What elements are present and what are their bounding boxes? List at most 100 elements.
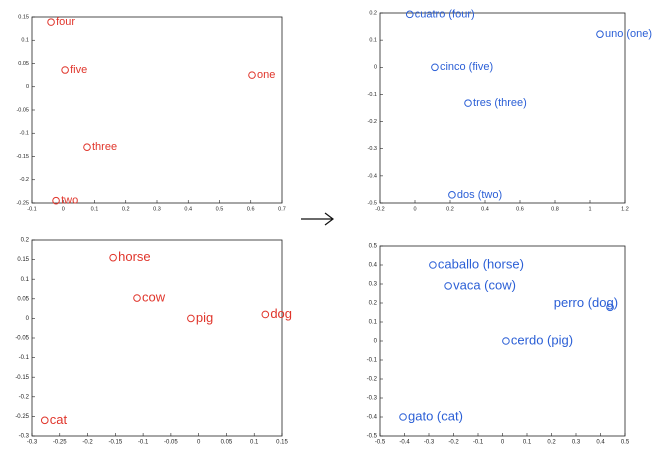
point-label: one bbox=[257, 69, 275, 81]
x-tick-label: -0.2 bbox=[448, 440, 459, 446]
point-label: dog bbox=[270, 306, 292, 321]
y-tick-label: -0.1 bbox=[19, 355, 30, 361]
y-tick-label: 0 bbox=[374, 339, 378, 345]
x-tick-label: -0.2 bbox=[82, 440, 93, 446]
x-tick-label: -0.1 bbox=[473, 440, 484, 446]
point-label: four bbox=[56, 16, 75, 28]
point bbox=[405, 10, 414, 19]
point bbox=[61, 66, 69, 74]
x-tick-label: -0.2 bbox=[375, 206, 384, 212]
point bbox=[502, 337, 510, 345]
point-label: horse bbox=[118, 249, 151, 264]
point bbox=[429, 261, 437, 269]
x-tick-label: 1 bbox=[588, 206, 591, 212]
x-tick-label: 0.5 bbox=[621, 440, 630, 446]
y-tick-label: -0.1 bbox=[367, 358, 378, 364]
y-tick-label: 0.2 bbox=[369, 10, 377, 16]
point-label: tres (three) bbox=[473, 97, 527, 109]
point-label: three bbox=[92, 141, 117, 153]
y-tick-label: 0.1 bbox=[21, 38, 29, 44]
y-tick-label: -0.2 bbox=[20, 177, 29, 183]
point-label: uno (one) bbox=[605, 28, 652, 40]
y-tick-label: -0.2 bbox=[19, 394, 30, 400]
x-tick-label: 0.8 bbox=[551, 206, 559, 212]
point bbox=[448, 191, 456, 199]
y-tick-label: 0 bbox=[374, 65, 377, 71]
x-tick-label: -0.15 bbox=[108, 440, 122, 446]
x-tick-label: 0.1 bbox=[523, 440, 532, 446]
y-tick-label: 0.2 bbox=[21, 238, 30, 244]
y-tick-label: 0.3 bbox=[369, 282, 378, 288]
y-tick-label: 0.1 bbox=[369, 38, 377, 44]
point-label: vaca (cow) bbox=[453, 277, 516, 292]
x-tick-label: 0.4 bbox=[596, 440, 605, 446]
y-tick-label: -0.05 bbox=[15, 336, 29, 342]
point bbox=[52, 196, 60, 205]
y-tick-label: -0.3 bbox=[19, 434, 30, 440]
x-tick-label: 0.6 bbox=[516, 206, 524, 212]
x-tick-label: 0.2 bbox=[122, 206, 130, 212]
y-tick-label: -0.3 bbox=[367, 396, 378, 402]
point-label: gato (cat) bbox=[408, 408, 463, 423]
point bbox=[464, 99, 472, 107]
point bbox=[444, 282, 452, 290]
point bbox=[109, 253, 117, 262]
point bbox=[187, 314, 195, 323]
point-label: caballo (horse) bbox=[438, 256, 524, 271]
point bbox=[596, 30, 604, 38]
plot-frame bbox=[31, 239, 283, 437]
y-tick-label: -0.15 bbox=[15, 375, 29, 381]
panel: -0.1 0 0.1 0.2 0.3 0.4 0.5 0.6 0.7 -0.25 -0.2 -0.15… bbox=[16, 14, 285, 212]
point bbox=[47, 18, 55, 26]
y-tick-label: 0 bbox=[26, 84, 29, 90]
panel: -0.5 -0.4 -0.3 -0.2 -0.1 0 0.1 0.2 0.3 0.4 0.5 -0.5… bbox=[367, 244, 630, 446]
y-tick-label: -0.1 bbox=[368, 92, 377, 98]
x-tick-label: 0.3 bbox=[153, 206, 161, 212]
x-tick-label: -0.25 bbox=[53, 440, 67, 446]
y-tick-label: 0.4 bbox=[369, 263, 378, 269]
point-label: pig bbox=[196, 310, 213, 325]
x-tick-label: 0 bbox=[501, 440, 505, 446]
y-tick-label: 0 bbox=[26, 316, 30, 322]
point-label: cuatro (four) bbox=[415, 8, 475, 20]
x-tick-label: 0.2 bbox=[446, 206, 454, 212]
point bbox=[40, 416, 49, 425]
y-tick-label: 0.1 bbox=[21, 277, 30, 283]
x-tick-label: 0.05 bbox=[221, 440, 233, 446]
x-tick-label: -0.5 bbox=[375, 440, 386, 446]
x-tick-label: -0.1 bbox=[138, 440, 149, 446]
point-label: perro (dog) bbox=[554, 295, 618, 310]
y-tick-label: -0.4 bbox=[368, 173, 377, 179]
y-tick-label: -0.25 bbox=[16, 200, 29, 206]
x-tick-label: 0.2 bbox=[547, 440, 556, 446]
point-label: cinco (five) bbox=[440, 61, 493, 73]
plot-frame bbox=[31, 16, 283, 204]
y-tick-label: -0.25 bbox=[15, 414, 29, 420]
x-tick-label: 0.4 bbox=[481, 206, 489, 212]
y-tick-label: -0.5 bbox=[368, 200, 377, 206]
x-tick-label: -0.1 bbox=[27, 206, 36, 212]
y-tick-label: -0.5 bbox=[367, 434, 378, 440]
x-tick-label: 0.4 bbox=[184, 206, 192, 212]
point bbox=[606, 303, 614, 312]
x-tick-label: 0.3 bbox=[572, 440, 581, 446]
x-tick-label: -0.05 bbox=[164, 440, 178, 446]
y-tick-label: 0.5 bbox=[369, 244, 378, 250]
y-tick-label: 0.15 bbox=[17, 257, 29, 263]
x-tick-label: 0.1 bbox=[250, 440, 259, 446]
point-label: five bbox=[70, 64, 87, 76]
point bbox=[399, 413, 407, 421]
x-tick-label: 0.1 bbox=[91, 206, 99, 212]
x-tick-label: 0.5 bbox=[216, 206, 224, 212]
point bbox=[431, 63, 439, 72]
y-tick-label: 0.2 bbox=[369, 301, 378, 307]
y-tick-label: -0.3 bbox=[368, 146, 377, 152]
x-tick-label: 0.7 bbox=[278, 206, 286, 212]
y-tick-label: -0.1 bbox=[20, 131, 29, 137]
y-tick-label: 0.05 bbox=[18, 61, 29, 67]
panel: -0.2 0 0.2 0.4 0.6 0.8 1 1.2 -0.5 -0.4 -0.3 -0.2 -0.… bbox=[368, 8, 653, 212]
x-tick-label: 0.15 bbox=[276, 440, 288, 446]
point-label: two bbox=[61, 195, 78, 207]
y-tick-label: 0.1 bbox=[369, 320, 378, 326]
y-tick-label: -0.2 bbox=[367, 377, 378, 383]
